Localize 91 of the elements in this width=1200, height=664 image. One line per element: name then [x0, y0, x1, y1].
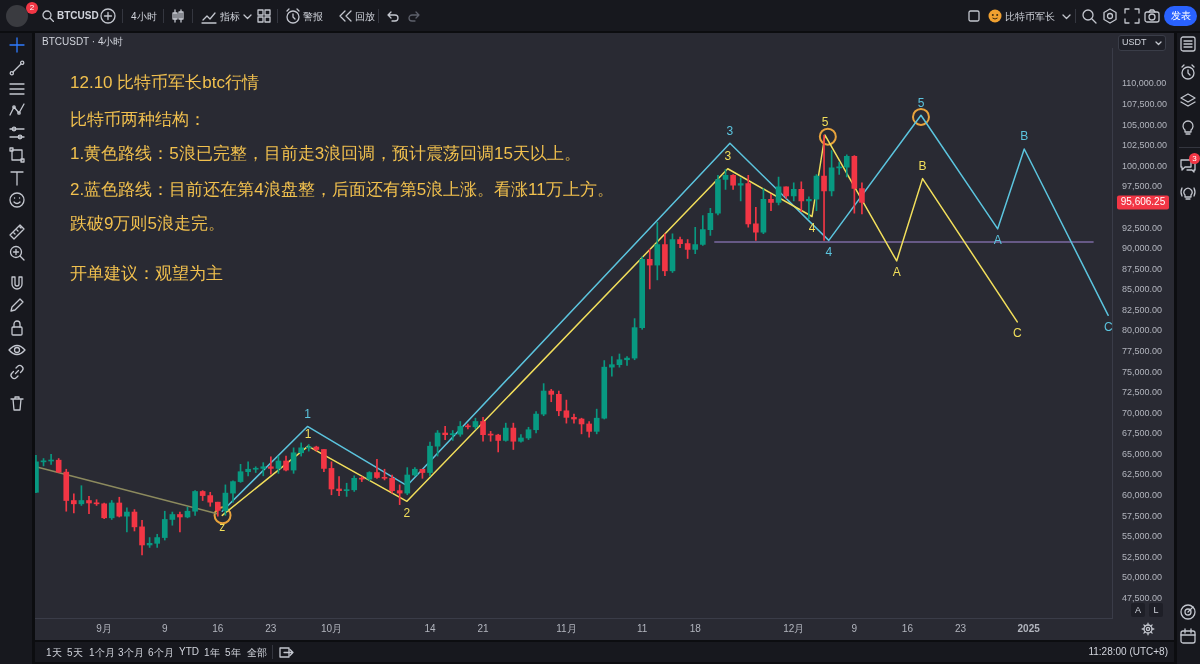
y-tick-label: 67,500.00	[1122, 428, 1163, 439]
text: 4小时	[131, 10, 157, 24]
y-tick-label: 72,500.00	[1122, 387, 1163, 398]
y-tick-label: 90,000.00	[1122, 243, 1163, 254]
text: 5天	[67, 646, 83, 660]
y-tick-label: 100,000.00	[1122, 160, 1168, 171]
text: 1个月	[89, 646, 115, 660]
x-tick-label: 18	[689, 622, 702, 634]
annotation: 1	[304, 406, 312, 421]
text: 11:28:00 (UTC+8)	[1088, 646, 1168, 657]
annotation: B	[918, 158, 927, 173]
x-tick-label: 12月	[783, 622, 805, 634]
annotation: 1.黄色路线：5浪已完整，目前走3浪回调，预计震荡回调15天以上。	[70, 143, 581, 165]
text: L	[1149, 603, 1163, 617]
annotation: 2	[403, 505, 411, 520]
y-tick-label: 105,000.00	[1122, 119, 1168, 130]
point	[213, 506, 232, 525]
y-tick-label: 47,500.00	[1122, 592, 1163, 603]
annotation: C	[1103, 319, 1113, 334]
annotation: A	[993, 233, 1002, 248]
point	[911, 107, 930, 126]
x-tick-label: 9月	[96, 622, 112, 634]
point	[818, 127, 837, 146]
annotation: 比特币两种结构：	[70, 109, 206, 131]
y-tick-label: 50,000.00	[1122, 572, 1163, 583]
annotation: B	[1020, 129, 1029, 144]
text: 1年	[204, 646, 220, 660]
text: BTCUSD	[57, 10, 99, 21]
text: 6个月	[148, 646, 174, 660]
y-tick-label: 65,000.00	[1122, 448, 1163, 459]
y-tick-label: 80,000.00	[1122, 325, 1163, 336]
x-tick-label: 23	[954, 622, 967, 634]
text: 全部	[247, 646, 267, 660]
text: USDT	[1122, 37, 1147, 47]
x-tick-label: 11	[636, 622, 648, 634]
y-tick-label: 75,000.00	[1122, 366, 1163, 377]
annotation: 5	[917, 95, 925, 110]
y-tick-label: 52,500.00	[1122, 551, 1163, 562]
y-tick-label: 92,500.00	[1122, 222, 1163, 233]
annotation: 3	[724, 149, 732, 164]
y-tick-label: 57,500.00	[1122, 510, 1163, 521]
annotation: 3	[726, 123, 734, 138]
annotation: A	[892, 265, 901, 280]
x-tick-label: 2025	[1017, 622, 1041, 634]
y-tick-label: 60,000.00	[1122, 490, 1163, 501]
y-tick-label: 107,500.00	[1122, 99, 1168, 110]
y-tick-label: 70,000.00	[1122, 407, 1163, 418]
annotation: 4	[825, 244, 833, 259]
y-tick-label: 97,500.00	[1122, 181, 1163, 192]
text: 95,606.25	[1120, 196, 1166, 208]
text: 比特币军长	[1005, 10, 1055, 24]
annotation: 开单建议：观望为主	[70, 263, 223, 285]
annotation: 跌破9万则5浪走完。	[70, 213, 225, 235]
annotation: z	[219, 519, 226, 534]
x-tick-label: 9	[851, 622, 858, 634]
y-tick-label: 82,500.00	[1122, 304, 1163, 315]
x-tick-label: 11月	[556, 622, 577, 634]
text: 12.10 比特币军长btc行情	[70, 72, 259, 94]
text: A	[1131, 603, 1145, 617]
x-tick-label: 21	[477, 622, 490, 634]
x-tick-label: 14	[424, 622, 436, 634]
x-tick-label: 10月	[320, 622, 343, 634]
text: 3	[1189, 153, 1200, 164]
text: 3个月	[118, 646, 144, 660]
y-tick-label: 85,000.00	[1122, 284, 1163, 295]
x-tick-label: 16	[901, 622, 914, 634]
candlestick	[268, 456, 274, 475]
text: YTD	[179, 646, 199, 657]
annotation: 4	[808, 220, 816, 235]
y-tick-label: 102,500.00	[1122, 140, 1168, 151]
candlestick	[737, 177, 744, 202]
y-tick-label: 87,500.00	[1122, 263, 1163, 274]
chart-subtitle: BTCUSDT · 4小时	[42, 35, 124, 49]
annotation: 5	[821, 115, 829, 130]
y-tick-label: 110,000.00	[1122, 78, 1167, 89]
annotation: C	[1012, 326, 1022, 341]
y-tick-label: 55,000.00	[1122, 531, 1163, 542]
x-tick-label: 23	[265, 622, 277, 634]
text: 1天	[46, 646, 62, 660]
text: 2	[26, 2, 38, 14]
x-tick-label: 9	[161, 622, 168, 634]
text: 5年	[225, 646, 241, 660]
y-tick-label: 62,500.00	[1122, 469, 1163, 480]
text: 警报	[303, 10, 323, 24]
text: 指标	[220, 10, 240, 24]
text: 发表	[1164, 6, 1197, 26]
annotation: 2.蓝色路线：目前还在第4浪盘整，后面还有第5浪上涨。看涨11万上方。	[70, 179, 614, 201]
y-tick-label: 77,500.00	[1122, 346, 1163, 356]
text: 回放	[355, 10, 375, 24]
x-tick-label: 16	[212, 622, 224, 634]
annotation: 1	[304, 426, 312, 441]
